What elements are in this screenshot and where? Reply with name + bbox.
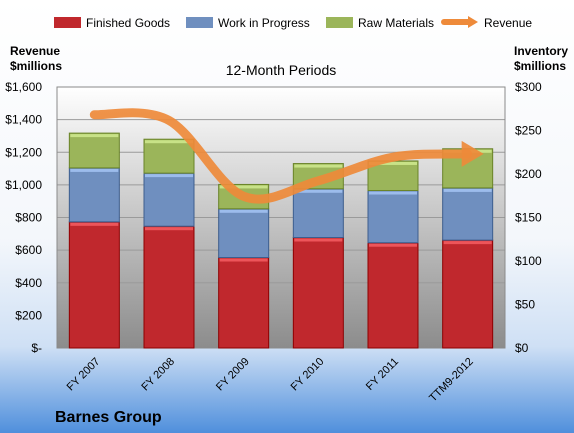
- right-tick-label: $50: [515, 298, 535, 312]
- line-layer: [89, 108, 484, 204]
- right-tick-label: $100: [515, 254, 542, 268]
- bar-highlight: [145, 174, 193, 178]
- left-tick-label: $200: [15, 308, 42, 322]
- right-tick-label: $300: [515, 80, 542, 94]
- legend-label-raw-materials: Raw Materials: [358, 16, 434, 30]
- bar-work-in-progress: [143, 172, 195, 227]
- bar-highlight: [219, 258, 268, 262]
- left-tick-label: $400: [15, 276, 42, 290]
- legend-label-finished-goods: Finished Goods: [86, 16, 170, 30]
- legend-swatch-raw-materials: [326, 17, 353, 28]
- bar-highlight: [70, 134, 119, 138]
- legend-swatch-work-in-progress: [186, 17, 213, 28]
- legend-arrow-revenue: [468, 16, 478, 28]
- bar-highlight: [369, 161, 417, 165]
- legend-swatch-finished-goods: [54, 17, 81, 28]
- legend-label-work-in-progress: Work in Progress: [218, 16, 310, 30]
- bar-highlight: [369, 243, 417, 247]
- left-tick-label: $-: [31, 341, 42, 355]
- bar-highlight: [70, 222, 119, 226]
- legend-label-revenue: Revenue: [484, 16, 532, 30]
- bar-finished-goods: [143, 225, 195, 349]
- left-axis-title-line2: $millions: [10, 59, 62, 73]
- bar-highlight: [145, 227, 193, 231]
- company-name: Barnes Group: [55, 409, 162, 426]
- right-tick-label: $0: [515, 341, 529, 355]
- chart-subtitle: 12-Month Periods: [226, 62, 337, 78]
- right-axis-title-line2: $millions: [514, 59, 566, 73]
- bar-raw-materials: [68, 132, 120, 169]
- bar-raw-materials: [143, 138, 195, 174]
- right-tick-label: $150: [515, 211, 542, 225]
- bar-highlight: [294, 238, 343, 242]
- category-label: FY 2009: [214, 356, 252, 394]
- right-tick-label: $250: [515, 124, 542, 138]
- bar-finished-goods: [68, 221, 120, 349]
- bar-highlight: [145, 140, 193, 144]
- revenue-line: [89, 108, 473, 204]
- bar-highlight: [294, 164, 343, 168]
- bar-finished-goods: [292, 237, 344, 349]
- bar-layer: [68, 132, 494, 349]
- left-tick-label: $1,200: [5, 145, 42, 159]
- bar-finished-goods: [218, 257, 270, 349]
- category-label: TTM9-2012: [427, 356, 476, 405]
- bar-highlight: [219, 209, 268, 213]
- left-tick-label: $800: [15, 211, 42, 225]
- left-tick-label: $1,000: [5, 178, 42, 192]
- left-tick-label: $1,600: [5, 80, 42, 94]
- right-axis-title-line1: Inventory: [514, 44, 568, 58]
- bar-work-in-progress: [442, 187, 494, 241]
- bar-highlight: [70, 168, 119, 172]
- legend: Finished Goods Work in Progress Raw Mate…: [54, 16, 532, 30]
- revenue-arrow-head: [461, 140, 484, 167]
- bar-finished-goods: [367, 242, 419, 349]
- left-tick-label: $1,400: [5, 113, 42, 127]
- bar-highlight: [369, 191, 417, 195]
- bar-highlight: [443, 241, 492, 245]
- bar-work-in-progress: [292, 188, 344, 239]
- bar-work-in-progress: [218, 208, 270, 259]
- bar-work-in-progress: [68, 167, 120, 223]
- bar-highlight: [443, 188, 492, 192]
- plot-border: [56, 86, 506, 349]
- bar-highlight: [294, 189, 343, 193]
- left-axis-title-line1: Revenue: [10, 44, 60, 58]
- category-label: FY 2011: [364, 356, 401, 393]
- category-label: FY 2008: [139, 356, 177, 394]
- category-label: FY 2010: [289, 356, 327, 394]
- bar-finished-goods: [442, 239, 494, 349]
- left-tick-label: $600: [15, 243, 42, 257]
- right-tick-label: $200: [515, 167, 542, 181]
- bar-highlight: [219, 185, 268, 189]
- bar-work-in-progress: [367, 190, 419, 244]
- category-label: FY 2007: [65, 356, 103, 394]
